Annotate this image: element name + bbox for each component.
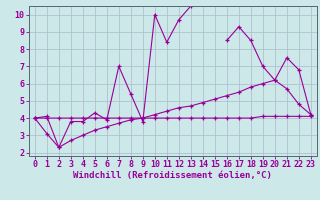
X-axis label: Windchill (Refroidissement éolien,°C): Windchill (Refroidissement éolien,°C) (73, 171, 272, 180)
